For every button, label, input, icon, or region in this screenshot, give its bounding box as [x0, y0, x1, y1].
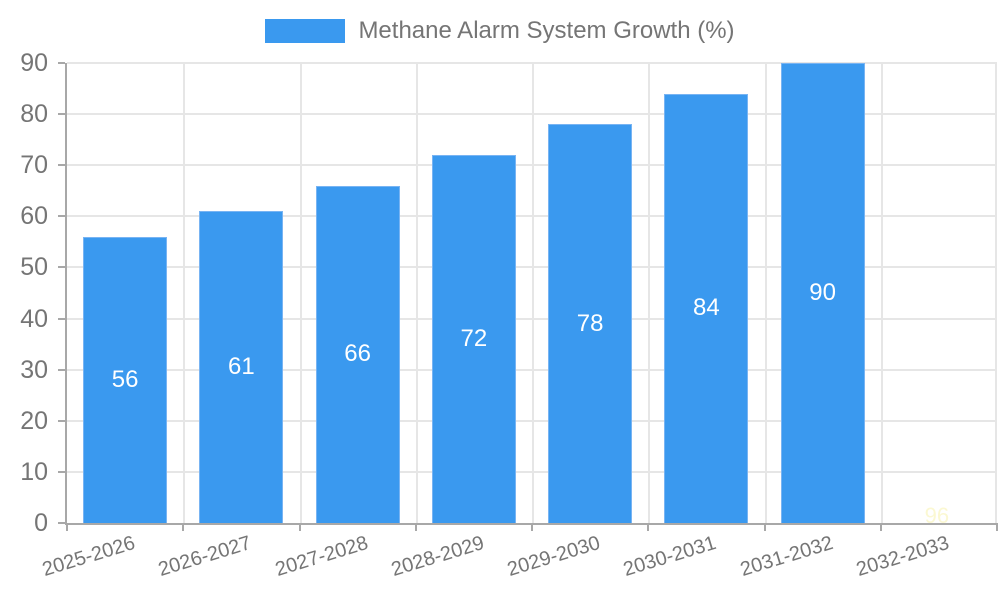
- plot-area: 56 61 66 72 78 84 90: [58, 62, 998, 531]
- x-axis-tick: [763, 523, 766, 531]
- bar-value-label: 72: [460, 325, 488, 352]
- y-axis-tick-label: 0: [34, 509, 48, 537]
- y-axis-tick-label: 60: [20, 202, 48, 231]
- bar: 84: [664, 93, 749, 523]
- bar-value-label: 61: [228, 353, 255, 381]
- gridline-vertical: [299, 63, 302, 523]
- x-axis-tick: [996, 523, 998, 531]
- bar: 56: [83, 236, 168, 523]
- y-axis-tick: [58, 266, 65, 269]
- gridline-vertical: [764, 63, 767, 523]
- gridline-vertical: [183, 63, 186, 523]
- bar-value-label: 84: [693, 294, 720, 322]
- x-axis-tick: [647, 523, 650, 531]
- gridline-vertical: [995, 63, 997, 523]
- bar: 90: [780, 63, 865, 523]
- y-axis-tick-label: 80: [20, 100, 48, 129]
- legend-label[interactable]: Methane Alarm System Growth (%): [358, 17, 735, 44]
- y-axis-tick: [58, 470, 65, 473]
- y-axis-tick-label: 70: [20, 151, 48, 180]
- bar: 72: [431, 155, 516, 523]
- faint-baseline-label: 96: [924, 503, 950, 528]
- y-axis-tick: [58, 317, 65, 320]
- bar-value-label: 90: [809, 279, 836, 306]
- y-axis-tick: [58, 368, 65, 371]
- legend-swatch[interactable]: [265, 19, 346, 43]
- y-axis-tick-label: 50: [20, 253, 48, 282]
- x-axis-tick: [879, 523, 882, 531]
- bar: 78: [548, 124, 633, 523]
- y-axis-tick-label: 40: [20, 304, 48, 333]
- gridline-vertical: [880, 63, 883, 523]
- bar: 66: [315, 185, 400, 523]
- x-axis-tick: [531, 523, 533, 531]
- x-axis-tick: [182, 523, 185, 531]
- y-axis-tick: [58, 522, 65, 524]
- x-axis-tick: [298, 523, 301, 531]
- bar-value-label: 78: [576, 309, 604, 337]
- gridline-vertical: [648, 63, 651, 523]
- x-axis-tick: [414, 523, 417, 531]
- y-axis-tick: [58, 113, 65, 116]
- y-axis-tick-label: 20: [20, 406, 48, 435]
- x-axis-tick: [66, 523, 68, 531]
- y-axis-tick: [58, 164, 65, 167]
- y-axis-tick-label: 30: [20, 355, 48, 384]
- gridline-vertical: [532, 63, 534, 523]
- y-axis-tick-label: 90: [20, 49, 48, 77]
- y-axis-tick-label: 10: [20, 457, 48, 486]
- y-axis-tick: [58, 419, 65, 422]
- y-axis-tick: [58, 62, 65, 64]
- bar-value-label: 56: [111, 365, 139, 393]
- gridline-vertical: [415, 63, 418, 523]
- bar: 61: [199, 211, 284, 523]
- y-axis-tick: [58, 215, 65, 218]
- chart-legend[interactable]: Methane Alarm System Growth (%): [0, 16, 1000, 46]
- bar-value-label: 66: [344, 340, 371, 368]
